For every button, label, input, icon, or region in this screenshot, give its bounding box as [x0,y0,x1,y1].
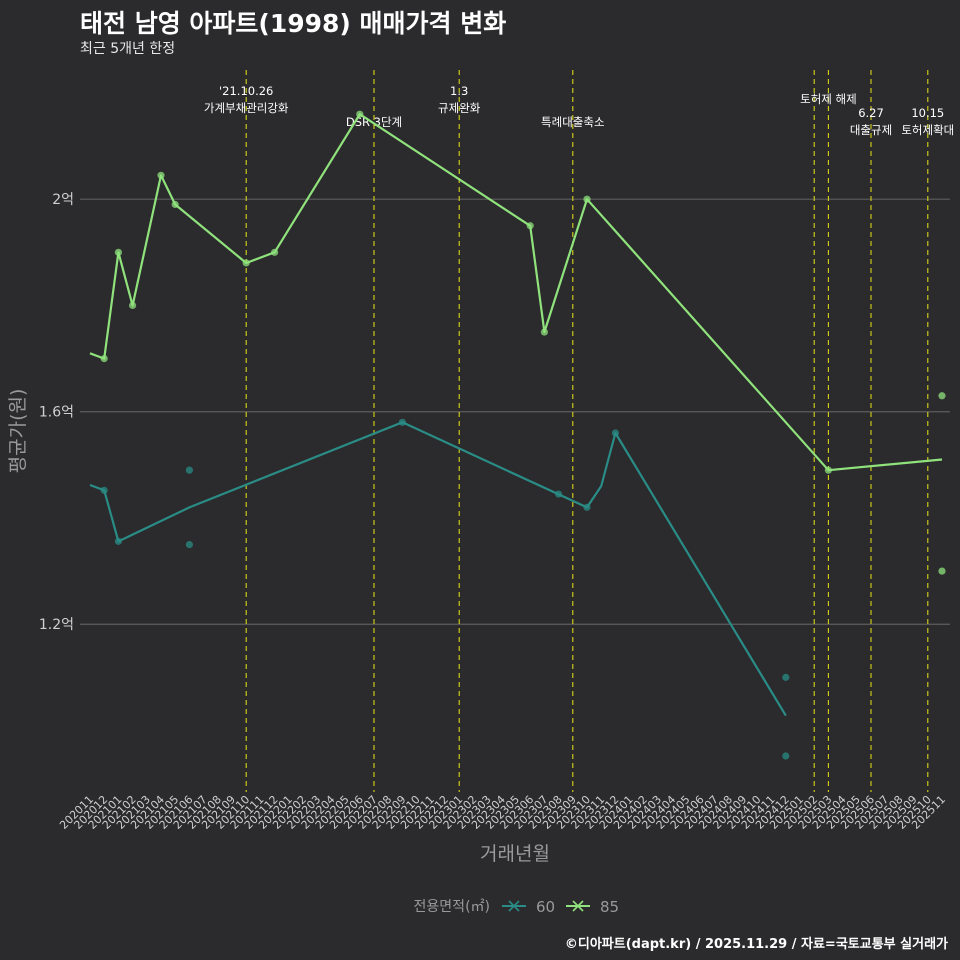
data-point-60 [782,673,790,681]
data-point-60 [100,486,108,494]
event-label: 토허제확대 [901,123,954,137]
data-point-60 [555,490,563,498]
data-points [100,110,946,760]
data-point-60 [185,540,193,549]
legend-title: 전용면적(㎡) [414,899,490,915]
data-point-85 [938,392,946,400]
data-point-85 [583,195,591,203]
event-label: 1.3 [450,84,468,98]
data-point-85 [824,466,833,474]
event-label: 대출규제 [850,123,892,137]
legend-key-mark-60 [508,900,520,912]
y-tick-label: 1.6억 [39,405,74,421]
data-point-60 [782,752,790,760]
y-axis-label: 평균가(원) [7,389,29,474]
data-point-85 [129,301,137,310]
series-line-85 [89,113,943,472]
x-tick-labels: 2020112020122021012021022021032021042021… [57,793,948,832]
data-point-85 [171,200,179,209]
data-point-60 [114,537,122,545]
y-tick-label: 1.2억 [39,617,74,633]
event-label: '21.10.26 [219,84,273,98]
event-label: 규제완화 [438,101,481,115]
data-point-85 [242,259,250,267]
data-point-60 [398,418,406,426]
legend: 전용면적(㎡) 60 85 [414,898,620,916]
data-point-85 [938,567,946,575]
data-point-60 [611,429,620,437]
chart-subtitle: 최근 5개년 한정 [80,41,176,57]
data-point-85 [540,328,549,336]
y-tick-label: 2억 [52,192,74,208]
chart-caption: ©디아파트(dapt.kr) / 2025.11.29 / 자료=국토교통부 실… [564,937,948,952]
gridlines [80,198,950,625]
event-label: 가계부채관리강화 [204,101,289,115]
legend-label-60: 60 [536,898,555,916]
event-label: 6.27 [858,106,884,120]
event-label: 특례대출축소 [541,115,604,129]
data-point-60 [583,503,591,511]
data-point-60 [185,466,193,474]
event-label: 토허제 해제 [800,92,857,106]
legend-label-85: 85 [600,898,619,916]
y-tick-labels: 1.2억 1.6억 2억 [39,192,74,633]
event-label: 10.15 [911,106,944,120]
data-point-85 [356,110,364,118]
data-point-85 [100,354,108,363]
series-line-60 [89,421,787,717]
data-point-85 [271,248,279,256]
data-point-85 [157,171,165,179]
chart-title: 태전 남영 아파트(1998) 매매가격 변화 [80,9,507,38]
event-label: DSR 3단계 [346,115,402,129]
x-axis-label: 거래년월 [480,843,550,865]
data-point-85 [114,248,122,256]
legend-key-mark-85 [572,900,584,912]
data-point-85 [526,222,534,230]
